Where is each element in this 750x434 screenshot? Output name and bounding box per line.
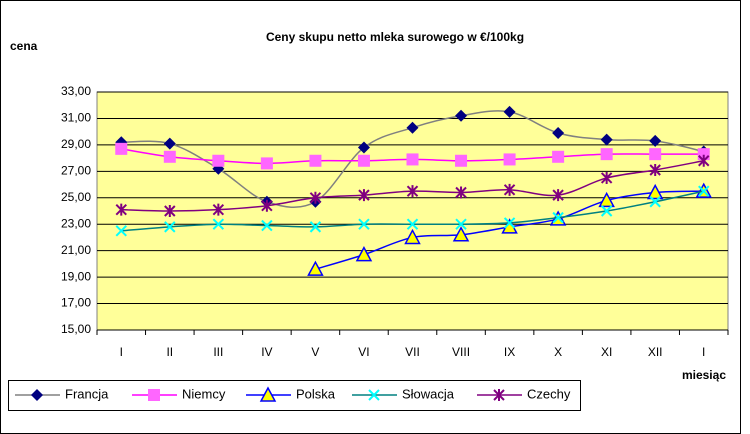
marker <box>212 203 225 216</box>
marker <box>493 389 505 401</box>
marker <box>503 217 516 229</box>
marker <box>261 219 273 232</box>
marker <box>358 189 370 202</box>
marker <box>503 105 516 118</box>
marker <box>503 183 516 196</box>
marker <box>309 154 322 167</box>
marker <box>406 153 419 166</box>
chart-title: Ceny skupu netto mleka surowego w €/100k… <box>266 30 524 44</box>
marker <box>357 154 370 167</box>
marker <box>455 154 468 167</box>
marker <box>552 189 564 202</box>
legend-label: Słowacja <box>402 386 455 401</box>
marker <box>646 183 664 200</box>
marker <box>600 133 613 146</box>
marker <box>600 148 613 161</box>
y-tick-label: 19,00 <box>61 269 91 283</box>
marker <box>698 154 710 167</box>
marker <box>404 228 421 245</box>
marker <box>598 191 615 208</box>
y-tick-label: 27,00 <box>61 164 91 178</box>
marker <box>552 211 564 224</box>
marker <box>355 246 373 262</box>
marker <box>406 218 419 230</box>
marker <box>649 148 662 161</box>
x-tick-label: XII <box>648 345 663 359</box>
marker <box>164 221 176 233</box>
y-tick-label: 17,00 <box>61 296 91 310</box>
marker <box>649 164 661 177</box>
marker <box>552 126 565 139</box>
marker <box>309 221 322 233</box>
x-tick-label: I <box>702 345 705 359</box>
legend-label: Czechy <box>527 386 571 401</box>
marker <box>357 141 370 154</box>
marker <box>163 137 176 150</box>
marker <box>600 205 613 217</box>
marker <box>212 218 225 230</box>
marker <box>406 185 419 198</box>
y-tick-label: 29,00 <box>61 137 91 151</box>
marker <box>455 218 467 230</box>
marker <box>552 150 565 163</box>
marker <box>368 389 380 401</box>
y-tick-label: 31,00 <box>61 111 91 125</box>
x-tick-label: IX <box>504 345 515 359</box>
x-tick-label: X <box>554 345 562 359</box>
x-tick-label: V <box>311 345 319 359</box>
marker <box>115 225 127 237</box>
y-tick-label: 33,00 <box>61 84 91 98</box>
marker <box>260 157 273 170</box>
x-tick-label: XI <box>601 345 612 359</box>
marker <box>698 185 710 197</box>
legend-label: Polska <box>296 386 336 401</box>
x-tick-label: IV <box>261 345 272 359</box>
marker <box>164 205 176 217</box>
x-tick-label: VII <box>405 345 420 359</box>
marker <box>649 196 661 208</box>
x-tick-label: I <box>120 345 123 359</box>
legend-label: Niemcy <box>182 386 226 401</box>
marker <box>212 154 225 167</box>
marker <box>503 153 516 166</box>
y-tick-label: 25,00 <box>61 190 91 204</box>
marker <box>261 199 273 212</box>
marker <box>31 389 43 401</box>
marker <box>307 260 324 276</box>
marker <box>452 226 470 242</box>
legend-label: Francja <box>65 386 109 401</box>
x-axis-label: miesiąc <box>682 368 726 382</box>
marker <box>163 150 176 163</box>
marker <box>148 389 160 401</box>
marker <box>358 218 370 230</box>
marker <box>259 386 277 402</box>
marker <box>455 109 468 122</box>
marker <box>115 142 128 155</box>
x-tick-label: II <box>166 345 173 359</box>
x-tick-label: VI <box>358 345 369 359</box>
marker <box>115 203 127 216</box>
y-tick-label: 21,00 <box>61 243 91 257</box>
x-tick-label: VIII <box>452 345 470 359</box>
marker <box>649 134 662 147</box>
marker <box>455 186 467 199</box>
y-tick-label: 23,00 <box>61 216 91 230</box>
y-tick-label: 15,00 <box>61 322 91 336</box>
marker <box>600 171 613 184</box>
x-tick-label: III <box>213 345 223 359</box>
marker <box>309 191 322 204</box>
y-axis-label: cena <box>10 39 38 53</box>
marker <box>406 121 419 134</box>
